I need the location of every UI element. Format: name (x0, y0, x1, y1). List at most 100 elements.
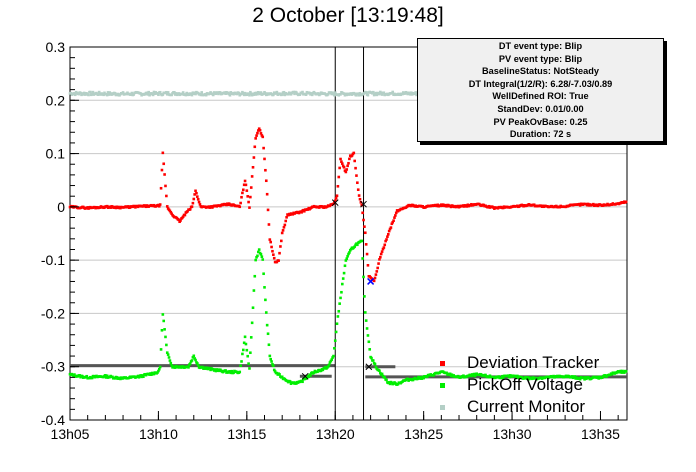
data-point (341, 164, 345, 168)
legend-marker (440, 404, 445, 410)
data-point (158, 90, 162, 94)
info-box: DT event type: Blip PV event type: Blip … (417, 38, 664, 142)
legend-label: Current Monitor (467, 397, 586, 416)
data-point (259, 253, 263, 256)
data-point (379, 371, 382, 375)
data-point (241, 188, 245, 192)
data-point (462, 374, 465, 377)
data-point (186, 209, 189, 213)
data-point (194, 358, 197, 362)
data-point (393, 216, 396, 219)
data-point (259, 132, 263, 135)
data-point (596, 375, 600, 379)
data-point (248, 367, 251, 370)
data-point (170, 93, 173, 97)
data-point (258, 92, 262, 96)
data-point (366, 93, 370, 97)
data-point (304, 93, 308, 96)
data-point (241, 352, 244, 356)
data-point (420, 377, 424, 380)
data-point (157, 93, 160, 97)
data-point (331, 356, 334, 359)
data-point (376, 266, 379, 270)
data-point (445, 371, 448, 375)
data-point (254, 258, 257, 262)
data-point (500, 376, 503, 380)
data-point (264, 298, 267, 302)
data-point (321, 368, 325, 372)
series-deviation-tracker (68, 127, 628, 283)
data-point (257, 248, 261, 251)
data-point (113, 92, 117, 95)
data-point (283, 93, 287, 97)
data-point (295, 382, 298, 385)
data-point (167, 356, 171, 359)
data-point (168, 209, 172, 213)
axes (69, 46, 628, 421)
data-point (85, 374, 89, 378)
data-point (282, 226, 286, 229)
data-point (465, 205, 469, 208)
data-point (158, 365, 162, 369)
data-point (336, 315, 340, 318)
data-point (281, 229, 285, 232)
data-point (280, 239, 283, 243)
data-point (73, 92, 76, 95)
data-point (348, 251, 351, 254)
data-point (278, 251, 281, 255)
data-point (249, 336, 253, 339)
y-tick-label: 0.3 (46, 39, 66, 55)
data-point (364, 243, 368, 246)
data-point (371, 90, 375, 94)
data-point (166, 91, 170, 94)
data-point (516, 374, 519, 378)
data-point (473, 374, 477, 378)
data-point (375, 270, 379, 273)
data-point (258, 129, 262, 132)
data-point (623, 371, 626, 374)
data-point (389, 226, 393, 229)
data-point (277, 259, 280, 262)
data-point (194, 189, 197, 193)
data-point (255, 91, 258, 95)
data-point (196, 198, 200, 201)
data-point (193, 357, 196, 360)
info-line: BaselineStatus: NotSteady (482, 66, 599, 77)
data-point (287, 92, 290, 96)
data-point (385, 378, 388, 382)
data-point (262, 272, 265, 276)
data-point (192, 354, 196, 358)
data-point (87, 93, 90, 97)
data-point (379, 252, 383, 256)
data-point (272, 368, 276, 372)
data-point (343, 169, 347, 172)
data-point (364, 91, 368, 94)
data-point (448, 372, 452, 376)
data-point (339, 296, 342, 300)
data-point (328, 361, 332, 364)
data-point (327, 363, 331, 367)
data-point (380, 372, 384, 376)
data-point (173, 90, 176, 94)
boundary-markers (301, 199, 375, 380)
data-point (302, 209, 306, 213)
data-point (335, 194, 339, 198)
data-point (246, 195, 250, 198)
data-point (242, 93, 246, 97)
data-point (235, 92, 239, 96)
data-point (370, 356, 373, 360)
data-point (387, 381, 391, 384)
data-point (152, 90, 156, 94)
data-point (264, 168, 267, 172)
data-point (532, 203, 536, 207)
data-point (375, 93, 379, 97)
data-point (361, 211, 364, 215)
data-point (610, 372, 614, 376)
data-point (151, 93, 155, 97)
data-point (337, 175, 341, 179)
data-point (188, 362, 192, 365)
data-point (366, 264, 370, 267)
legend-label: PickOff Voltage (467, 375, 583, 394)
data-point (270, 245, 273, 249)
data-point (237, 91, 241, 95)
